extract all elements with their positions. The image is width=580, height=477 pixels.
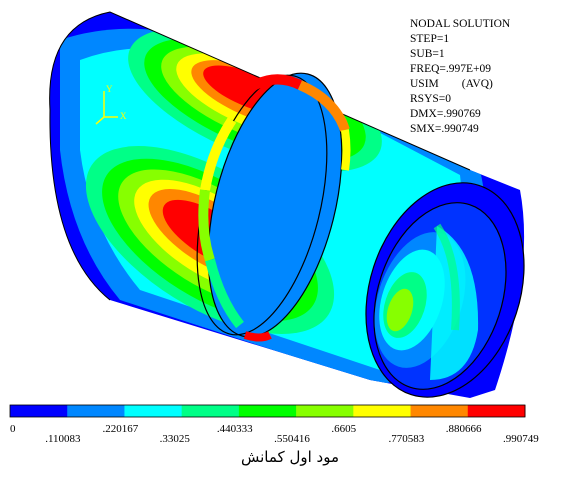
axis-triad: Y X (95, 84, 127, 125)
legend-swatch (67, 405, 125, 417)
cylinder-end-face (365, 182, 525, 398)
legend-swatch (353, 405, 412, 417)
triad-x-label: X (120, 111, 127, 121)
legend-tick-label: .880666 (446, 423, 482, 435)
legend-tick-label: .440333 (217, 423, 253, 435)
triad-y-label: Y (106, 84, 113, 94)
legend-swatch (296, 405, 354, 417)
legend-swatch (467, 405, 526, 417)
legend-swatch (410, 405, 469, 417)
info-line: USIM (AVQ) (410, 78, 493, 90)
info-line: FREQ=.997E+09 (410, 63, 491, 75)
legend-outline (9, 404, 526, 418)
info-block: NODAL SOLUTION STEP=1 SUB=1 FREQ=.997E+0… (410, 18, 511, 135)
color-legend: 0 .110083 .220167 .33025 .440333 .550416 .6605… (9, 404, 539, 445)
figure-caption: مود اول کمانش (241, 448, 339, 466)
info-line: DMX=.990769 (410, 108, 481, 120)
info-line: STEP=1 (410, 33, 449, 45)
legend-tick-label: .550416 (274, 433, 310, 445)
legend-swatch (124, 405, 183, 417)
flange-ring (196, 72, 351, 342)
info-line: SMX=.990749 (410, 123, 479, 135)
legend-swatch (238, 405, 297, 417)
legend-tick-label: .220167 (102, 423, 138, 435)
info-line: NODAL SOLUTION (410, 18, 511, 30)
legend-tick-label: .770583 (389, 433, 425, 445)
legend-tick-label: .110083 (45, 433, 81, 445)
legend-tick-label: .990749 (503, 433, 539, 445)
legend-tick-label: .6605 (331, 423, 356, 435)
legend-swatch (10, 405, 68, 417)
legend-swatch (181, 405, 240, 417)
legend-tick-label: 0 (10, 423, 16, 435)
legend-tick-label: .33025 (160, 433, 191, 445)
info-line: RSYS=0 (410, 93, 451, 105)
info-line: SUB=1 (410, 48, 445, 60)
